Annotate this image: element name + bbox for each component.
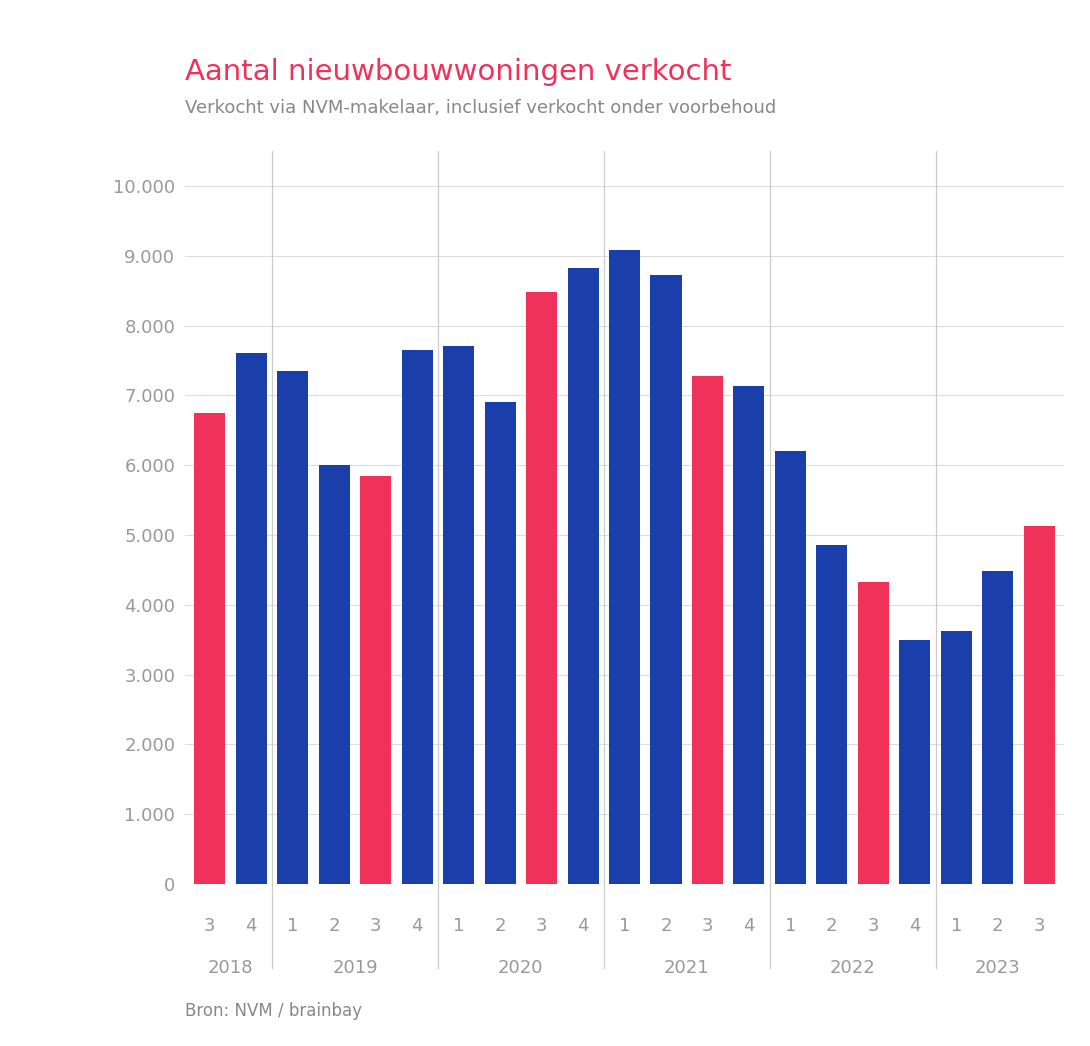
Bar (360, 476, 391, 884)
Text: Verkocht via NVM-makelaar, inclusief verkocht onder voorbehoud: Verkocht via NVM-makelaar, inclusief ver… (185, 99, 776, 117)
Text: 2: 2 (328, 917, 340, 935)
Text: 2018: 2018 (208, 959, 253, 977)
Text: 4: 4 (909, 917, 921, 935)
Text: 2023: 2023 (974, 959, 1020, 977)
Bar (816, 545, 847, 884)
Text: 3: 3 (370, 917, 382, 935)
Text: 2020: 2020 (498, 959, 544, 977)
Bar (526, 292, 557, 884)
Text: 4: 4 (245, 917, 257, 935)
Text: 2: 2 (661, 917, 671, 935)
Bar (734, 386, 764, 884)
Bar (194, 413, 226, 884)
Text: 1: 1 (619, 917, 630, 935)
Bar (485, 403, 516, 884)
Text: Aantal nieuwbouwwoningen verkocht: Aantal nieuwbouwwoningen verkocht (185, 58, 731, 86)
Text: 2: 2 (992, 917, 1004, 935)
Bar (775, 451, 806, 884)
Bar (692, 377, 723, 884)
Text: 1: 1 (785, 917, 796, 935)
Text: 1: 1 (950, 917, 962, 935)
Bar (982, 571, 1014, 884)
Bar (651, 275, 681, 884)
Text: 3: 3 (204, 917, 216, 935)
Bar (941, 632, 972, 884)
Bar (318, 465, 350, 884)
Bar (444, 346, 474, 884)
Text: 1: 1 (453, 917, 464, 935)
Text: 4: 4 (743, 917, 754, 935)
Bar (568, 268, 598, 884)
Text: 2022: 2022 (829, 959, 875, 977)
Bar (899, 640, 931, 884)
Text: Bron: NVM / brainbay: Bron: NVM / brainbay (185, 1002, 362, 1020)
Text: 2021: 2021 (664, 959, 710, 977)
Text: 4: 4 (411, 917, 423, 935)
Bar (401, 350, 433, 884)
Bar (277, 371, 308, 884)
Text: 1: 1 (287, 917, 299, 935)
Text: 3: 3 (1033, 917, 1045, 935)
Bar (1024, 526, 1055, 884)
Text: 2: 2 (826, 917, 837, 935)
Text: 3: 3 (868, 917, 880, 935)
Bar (858, 583, 888, 884)
Bar (235, 354, 267, 884)
Text: 2: 2 (495, 917, 506, 935)
Text: 4: 4 (578, 917, 589, 935)
Text: 3: 3 (702, 917, 713, 935)
Text: 3: 3 (536, 917, 547, 935)
Text: 2019: 2019 (332, 959, 378, 977)
Bar (609, 250, 640, 884)
